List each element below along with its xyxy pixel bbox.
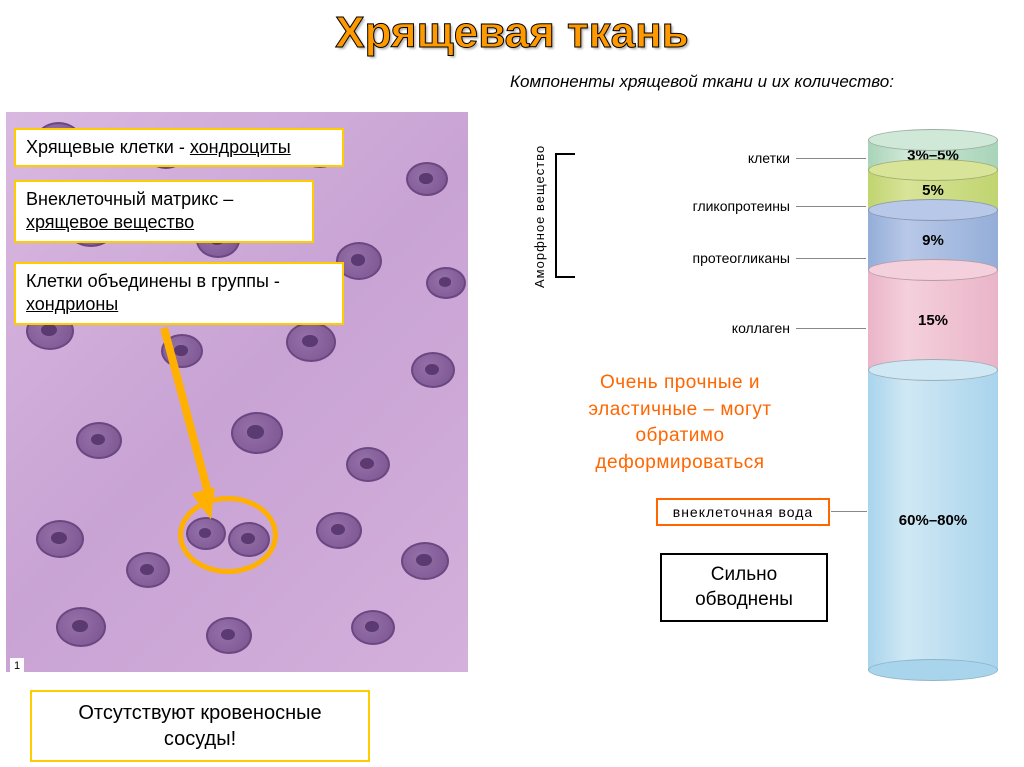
cylinder-base	[868, 659, 998, 681]
cylinder-cap	[868, 259, 998, 281]
cell	[126, 552, 170, 588]
composition-cylinder: 3%–5%5%9%15%60%–80%	[868, 140, 998, 670]
label-text: Внеклеточный матрикс –	[26, 189, 233, 209]
label-chondrions: Клетки объединены в группы - хондрионы	[14, 262, 344, 325]
leader-line	[796, 328, 866, 329]
cell	[56, 607, 106, 647]
cylinder-cap	[868, 359, 998, 381]
component-label: протеогликаны	[590, 250, 790, 266]
cell	[426, 267, 466, 299]
cell	[286, 322, 336, 362]
cell	[316, 512, 362, 549]
cell	[346, 447, 390, 482]
label-underline: хондрионы	[26, 294, 118, 314]
component-label: коллаген	[590, 320, 790, 336]
cylinder-cap	[868, 159, 998, 181]
leader-line	[796, 158, 866, 159]
highlight-circle	[178, 496, 278, 574]
cylinder-cap	[868, 199, 998, 221]
strong-hydrated-box: Сильно обводнены	[660, 553, 828, 622]
page-title: Хрящевая ткань	[0, 8, 1024, 58]
label-matrix: Внеклеточный матрикс – хрящевое вещество	[14, 180, 314, 243]
cell	[76, 422, 122, 459]
component-label: клетки	[590, 150, 790, 166]
label-text: Хрящевые клетки -	[26, 137, 190, 157]
cell	[406, 162, 448, 196]
cell	[231, 412, 283, 454]
vertical-axis-label: Аморфное вещество	[532, 145, 547, 288]
leader-line	[831, 511, 867, 512]
cell	[206, 617, 252, 654]
cell	[401, 542, 449, 580]
component-label: гликопротеины	[590, 198, 790, 214]
label-chondrocytes: Хрящевые клетки - хондроциты	[14, 128, 344, 167]
label-underline: хондроциты	[190, 137, 291, 157]
leader-line	[796, 258, 866, 259]
subtitle: Компоненты хрящевой ткани и их количеств…	[510, 72, 894, 92]
label-no-vessels: Отсутствуют кровеносные сосуды!	[30, 690, 370, 762]
page-number: 1	[10, 658, 24, 674]
bracket	[555, 153, 575, 278]
cell	[36, 520, 84, 558]
label-text: Клетки объединены в группы -	[26, 271, 280, 291]
cylinder-segment-water: 60%–80%	[868, 370, 998, 670]
label-underline: хрящевое вещество	[26, 212, 194, 232]
leader-line	[796, 206, 866, 207]
cell	[351, 610, 395, 645]
orange-note: Очень прочные и эластичные – могут обрат…	[560, 370, 800, 476]
cylinder-cap	[868, 129, 998, 151]
water-label-box: внеклеточная вода	[656, 498, 830, 526]
cell	[411, 352, 455, 388]
cylinder-segment: 15%	[868, 270, 998, 370]
